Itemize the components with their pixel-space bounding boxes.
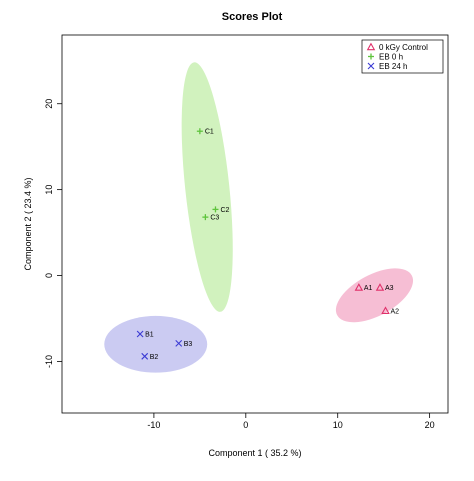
legend-label-3: EB 24 h bbox=[379, 62, 407, 71]
point-label-a2: A2 bbox=[391, 308, 400, 315]
confidence-ellipses bbox=[104, 62, 414, 373]
x-tick-label: 20 bbox=[425, 420, 435, 430]
x-tick-label: 10 bbox=[333, 420, 343, 430]
x-tick-label: 0 bbox=[243, 420, 248, 430]
data-point-c2 bbox=[212, 206, 219, 213]
data-point-a1 bbox=[354, 283, 364, 291]
legend-marker-2 bbox=[368, 53, 374, 60]
ellipse-series-3 bbox=[104, 315, 208, 373]
data-point-b3 bbox=[175, 340, 183, 347]
ellipse-series-2 bbox=[181, 62, 233, 312]
point-label-b1: B1 bbox=[145, 331, 154, 338]
plot-frame bbox=[61, 34, 449, 414]
data-point-a3 bbox=[375, 283, 385, 291]
data-point-c1 bbox=[196, 128, 203, 135]
point-label-c2: C2 bbox=[220, 207, 229, 214]
data-point-c3 bbox=[202, 214, 209, 221]
point-label-a1: A1 bbox=[364, 285, 373, 292]
legend-marker-1 bbox=[366, 42, 376, 51]
data-point-a2 bbox=[381, 306, 390, 314]
x-axis: -10 0 10 20 bbox=[147, 413, 435, 430]
legend-box bbox=[361, 39, 444, 74]
point-label-a3: A3 bbox=[385, 285, 394, 292]
point-label-c1: C1 bbox=[205, 129, 214, 136]
x-axis-label: Component 1 ( 35.2 %) bbox=[208, 448, 301, 458]
legend-label-2: EB 0 h bbox=[379, 53, 403, 62]
y-axis-label: Component 2 ( 23.4 %) bbox=[23, 177, 33, 270]
legend-label-1: 0 kGy Control bbox=[379, 43, 428, 52]
y-tick-label: -10 bbox=[44, 355, 54, 368]
ellipse-series-1 bbox=[335, 268, 414, 323]
x-tick-label: -10 bbox=[147, 420, 160, 430]
y-tick-label: 20 bbox=[44, 99, 54, 109]
point-label-b3: B3 bbox=[184, 341, 193, 348]
data-point-b1 bbox=[136, 330, 144, 338]
y-axis: -10 0 10 20 bbox=[44, 99, 62, 368]
data-point-b2 bbox=[141, 352, 149, 360]
legend-marker-3 bbox=[367, 62, 375, 70]
point-label-c3: C3 bbox=[210, 215, 219, 222]
y-tick-label: 10 bbox=[44, 185, 54, 195]
y-tick-label: 0 bbox=[44, 273, 54, 278]
chart-title: Scores Plot bbox=[222, 11, 283, 23]
point-label-b2: B2 bbox=[150, 354, 159, 361]
